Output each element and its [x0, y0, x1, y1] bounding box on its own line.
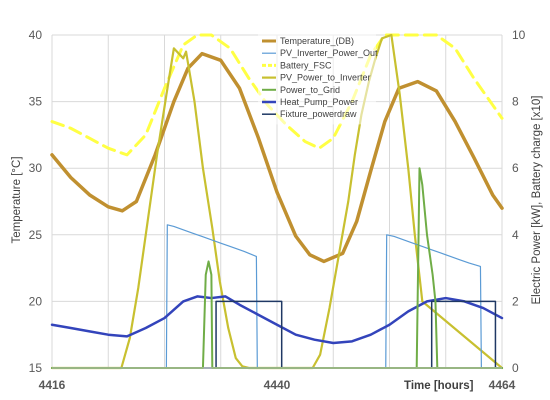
legend-entry-label: Battery_FSC — [280, 60, 332, 70]
y-left-tick-label: 15 — [29, 361, 43, 375]
legend-entry-label: Power_to_Grid — [280, 85, 340, 95]
y-right-tick-label: 10 — [512, 28, 526, 42]
axes: 15 20 25 30 35 40 0 2 4 6 8 10 4416 4440 4464 — [29, 28, 526, 392]
y-left-tick-label: 30 — [29, 161, 43, 175]
y-axis-title-right: Electric Power [kW], Battery charge [x10… — [531, 96, 543, 305]
y-left-tick-label: 20 — [29, 294, 43, 308]
y-right-tick-label: 8 — [512, 95, 519, 109]
legend-entry-label: Temperature_(DB) — [280, 36, 354, 46]
series-line-temperature-db- — [50, 51, 504, 264]
y-right-tick-label: 2 — [512, 294, 519, 308]
x-tick-label: 4464 — [489, 378, 516, 392]
legend-entry-label: PV_Inverter_Power_Out — [280, 48, 378, 58]
legend: Temperature_(DB) PV_Inverter_Power_Out Bat… — [258, 33, 378, 125]
legend-entry-label: Fixture_powerdraw — [280, 109, 357, 119]
y-right-tick-label: 4 — [512, 228, 519, 242]
series-line-power-to-grid-2 — [341, 167, 503, 369]
x-tick-label: 4440 — [264, 378, 291, 392]
legend-entry-label: Heat_Pump_Power — [280, 97, 358, 107]
series-line-battery-fsc — [50, 33, 504, 157]
y-left-tick-label: 40 — [29, 28, 43, 42]
x-tick-label: 4416 — [39, 378, 66, 392]
y-right-tick-label: 6 — [512, 161, 519, 175]
y-left-tick-label: 35 — [29, 95, 43, 109]
y-left-tick-label: 25 — [29, 228, 43, 242]
legend-box — [258, 33, 376, 125]
legend-entry-label: PV_Power_to_Inverter — [280, 73, 371, 83]
x-axis-title: Time [hours] — [404, 380, 474, 392]
y-axis-title-left: Temperature [°C] — [11, 156, 23, 243]
y-right-tick-label: 0 — [512, 361, 519, 375]
series-line-heat-pump-power — [50, 295, 504, 345]
